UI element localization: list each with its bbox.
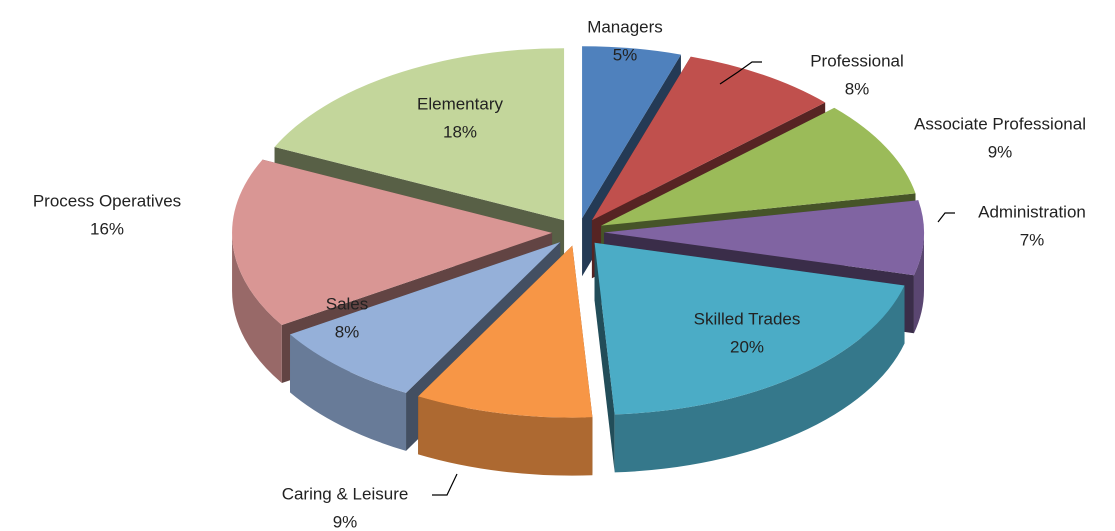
- slice-top: [418, 245, 593, 418]
- labels: Managers 5% Professional 8% Associate Profes…: [33, 17, 1086, 531]
- leader-line: [719, 61, 762, 85]
- slice-value-label: 5%: [613, 45, 638, 64]
- slice-value-label: 8%: [845, 79, 870, 98]
- slice-label: Caring & Leisure: [282, 484, 409, 503]
- slice-top: [290, 242, 561, 393]
- leader-line: [432, 473, 458, 496]
- slice-value-label: 7%: [1020, 230, 1045, 249]
- slice-value-label: 16%: [90, 219, 124, 238]
- slice-top: [232, 159, 553, 326]
- slice-top: [603, 200, 924, 276]
- slice-value-label: 8%: [335, 322, 360, 341]
- pie: [232, 46, 924, 476]
- slice-label: Associate Professional: [914, 114, 1086, 133]
- slice-label: Elementary: [417, 94, 503, 113]
- slice: [418, 245, 593, 476]
- slice-top: [601, 107, 916, 226]
- slice-label: Administration: [978, 202, 1086, 221]
- slice-value-label: 9%: [988, 142, 1013, 161]
- slice-label: Sales: [326, 294, 369, 313]
- slice-label: Managers: [587, 17, 663, 36]
- slice-top: [274, 48, 565, 221]
- slice-top: [591, 56, 826, 221]
- slice-label: Skilled Trades: [694, 309, 801, 328]
- slice-side: [290, 334, 407, 451]
- slice-value-label: 18%: [443, 122, 477, 141]
- slice-side: [232, 232, 282, 384]
- slice-wall: [594, 242, 615, 473]
- slice-side: [913, 232, 924, 334]
- slice-value-label: 9%: [333, 512, 358, 531]
- slice-label: Professional: [810, 51, 904, 70]
- slice-side: [418, 396, 593, 476]
- slice-top: [582, 46, 681, 219]
- slice-top: [594, 242, 905, 415]
- leader-line: [937, 212, 955, 223]
- slice: [594, 242, 905, 473]
- slice-side: [614, 285, 905, 473]
- slice-value-label: 20%: [730, 337, 764, 356]
- slice-label: Process Operatives: [33, 191, 181, 210]
